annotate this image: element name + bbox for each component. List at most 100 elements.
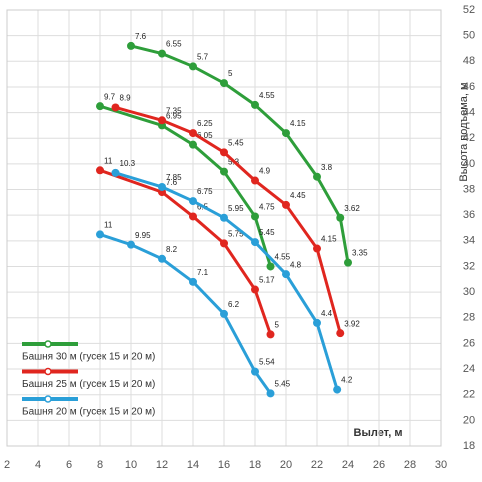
x-tick-label: 14	[187, 459, 199, 471]
data-point	[220, 167, 228, 176]
y-tick-label: 34	[463, 235, 475, 247]
legend-marker	[44, 367, 52, 376]
y-tick-label: 26	[463, 337, 475, 349]
data-point	[189, 62, 197, 71]
data-point	[111, 168, 120, 177]
data-point	[96, 166, 104, 175]
series-line	[99, 232, 272, 395]
load-label: 6.55	[166, 40, 182, 49]
load-label: 5	[228, 69, 233, 78]
data-point	[158, 49, 166, 58]
load-label: 4.4	[321, 309, 333, 318]
y-tick-label: 20	[463, 414, 475, 426]
load-label: 5.75	[228, 229, 244, 238]
load-label: 4.15	[290, 119, 306, 128]
load-label: 6.05	[197, 131, 213, 140]
data-point	[313, 244, 321, 253]
legend-label: Башня 30 м (гусек 15 и 20 м)	[22, 352, 155, 363]
x-tick-label: 2	[4, 459, 10, 471]
x-tick-label: 8	[97, 459, 103, 471]
load-label: 8.2	[166, 245, 178, 254]
load-label: 5.54	[259, 358, 275, 367]
data-point	[282, 270, 290, 279]
data-point	[127, 41, 135, 50]
data-point	[220, 239, 228, 248]
y-axis-label: Высота подъема, м	[458, 82, 470, 181]
x-tick-label: 18	[249, 459, 261, 471]
load-label: 4.45	[290, 191, 306, 200]
series-line	[115, 171, 339, 391]
load-label: 3.8	[321, 163, 333, 172]
data-point	[266, 389, 275, 398]
series-line	[99, 168, 272, 335]
load-label: 9.7	[104, 92, 116, 101]
data-point	[336, 329, 345, 338]
load-label: 11	[104, 156, 113, 165]
x-tick-label: 24	[342, 459, 354, 471]
data-point	[333, 385, 342, 394]
data-point	[251, 238, 259, 247]
load-label: 7.85	[166, 173, 182, 182]
series-line	[115, 106, 342, 334]
data-point	[251, 100, 259, 109]
load-label: 5.7	[197, 53, 209, 62]
data-point	[220, 213, 228, 222]
load-label: 3.92	[344, 319, 360, 328]
data-point	[282, 129, 290, 138]
series-line	[99, 104, 272, 267]
data-point	[158, 182, 166, 191]
legend-label: Башня 25 м (гусек 15 и 20 м)	[22, 379, 155, 390]
x-tick-label: 28	[404, 459, 416, 471]
data-point	[220, 148, 228, 157]
load-label: 4.9	[259, 167, 271, 176]
y-tick-label: 50	[463, 30, 475, 42]
data-point	[220, 309, 228, 318]
data-point	[96, 230, 104, 239]
y-tick-label: 42	[463, 132, 475, 144]
y-tick-label: 18	[463, 440, 475, 452]
data-point	[344, 258, 352, 267]
x-tick-label: 10	[125, 459, 137, 471]
x-tick-label: 30	[435, 459, 447, 471]
legend-label: Башня 20 м (гусек 15 и 20 м)	[22, 407, 155, 418]
y-tick-label: 30	[463, 286, 475, 298]
legend-marker	[44, 340, 52, 348]
x-tick-label: 4	[35, 459, 41, 471]
load-label: 7.6	[135, 32, 147, 41]
load-label: 4.75	[259, 203, 275, 212]
data-point	[220, 79, 228, 88]
x-tick-label: 12	[156, 459, 168, 471]
load-label: 5.95	[228, 204, 244, 213]
data-point	[251, 285, 259, 294]
load-label: 4.55	[259, 91, 275, 100]
load-label: 7.1	[197, 268, 209, 277]
legend-marker	[44, 395, 52, 403]
x-tick-label: 20	[280, 459, 292, 471]
load-label: 5.45	[275, 380, 291, 389]
data-point	[111, 103, 120, 112]
y-tick-label: 40	[463, 158, 475, 170]
load-label: 5.45	[228, 138, 244, 147]
load-label: 3.35	[352, 249, 368, 258]
load-label: 7.35	[166, 106, 182, 115]
y-tick-label: 46	[463, 81, 475, 93]
load-label: 9.95	[135, 231, 151, 240]
load-label: 6.95	[166, 112, 182, 121]
data-point	[313, 172, 321, 181]
data-point	[127, 240, 135, 249]
x-axis-label: Вылет, м	[354, 427, 403, 439]
load-label: 6.2	[228, 300, 240, 309]
data-point	[189, 140, 197, 149]
load-label: 6.75	[197, 187, 213, 196]
y-tick-label: 48	[463, 55, 475, 67]
data-point	[189, 129, 197, 138]
load-label: 4.55	[275, 253, 291, 262]
data-point	[251, 212, 259, 221]
data-point	[251, 176, 259, 185]
load-label: 10.3	[120, 159, 136, 168]
data-point	[336, 213, 345, 222]
y-tick-label: 22	[463, 389, 475, 401]
data-point	[96, 102, 104, 111]
load-label: 5.17	[259, 276, 275, 285]
